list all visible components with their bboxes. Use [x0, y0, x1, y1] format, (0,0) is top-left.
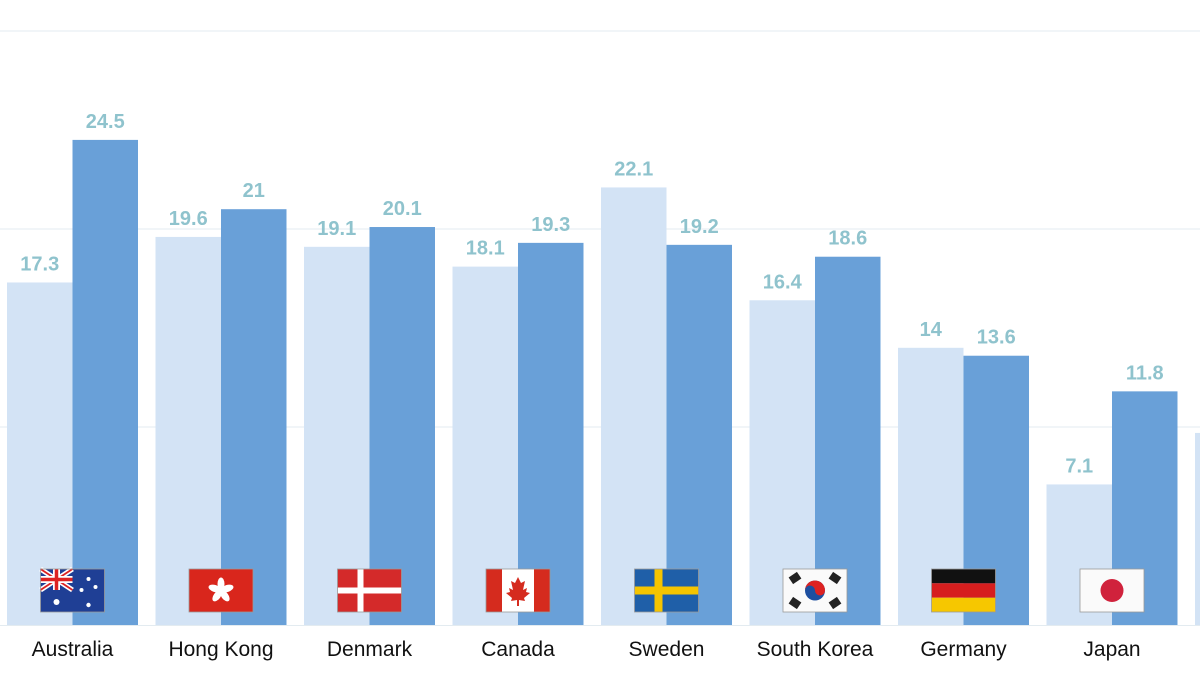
sweden-flag-icon [634, 568, 699, 613]
category-label: Sweden [629, 638, 705, 661]
bar [518, 242, 584, 626]
bar [72, 139, 138, 625]
bar [155, 236, 221, 626]
data-label: 20.1 [383, 198, 422, 220]
data-label: 18.6 [828, 228, 867, 250]
bar [815, 256, 881, 625]
data-label: 7.1 [1065, 455, 1093, 477]
data-label: 19.6 [169, 208, 208, 230]
australia-flag-icon [39, 566, 105, 613]
data-label: 16.4 [763, 271, 803, 293]
category-label: Germany [920, 638, 1007, 661]
data-label: 22.1 [614, 158, 653, 180]
hong-kong-flag-icon [188, 568, 254, 613]
japan-flag-icon [1079, 568, 1145, 613]
bar [221, 209, 287, 625]
data-label: 19.3 [531, 214, 570, 236]
germany-flag-icon [931, 568, 996, 613]
bar [601, 187, 667, 626]
data-label: 11.8 [1126, 362, 1164, 384]
category-label: Canada [481, 638, 555, 661]
data-label: 13.6 [977, 327, 1016, 349]
data-label: 19.2 [680, 216, 719, 238]
bar [1195, 432, 1200, 625]
canada-flag-icon [485, 568, 551, 613]
category-label: Japan [1083, 638, 1140, 661]
category-label: South Korea [757, 638, 874, 661]
category-label: Hong Kong [168, 638, 273, 661]
south-korea-flag-icon [782, 568, 848, 613]
data-label: 14 [920, 319, 943, 341]
bar [369, 227, 435, 625]
bar [452, 266, 518, 625]
category-label: Australia [32, 638, 114, 661]
data-label: 21 [243, 180, 265, 202]
bar [7, 282, 73, 625]
bar [666, 244, 732, 625]
denmark-flag-icon [337, 568, 402, 613]
data-label: 17.3 [20, 253, 59, 275]
data-label: 24.5 [86, 111, 125, 133]
data-label: 18.1 [466, 238, 505, 260]
data-label: 19.1 [317, 218, 356, 240]
bar [304, 246, 370, 625]
category-label: Denmark [327, 638, 413, 661]
